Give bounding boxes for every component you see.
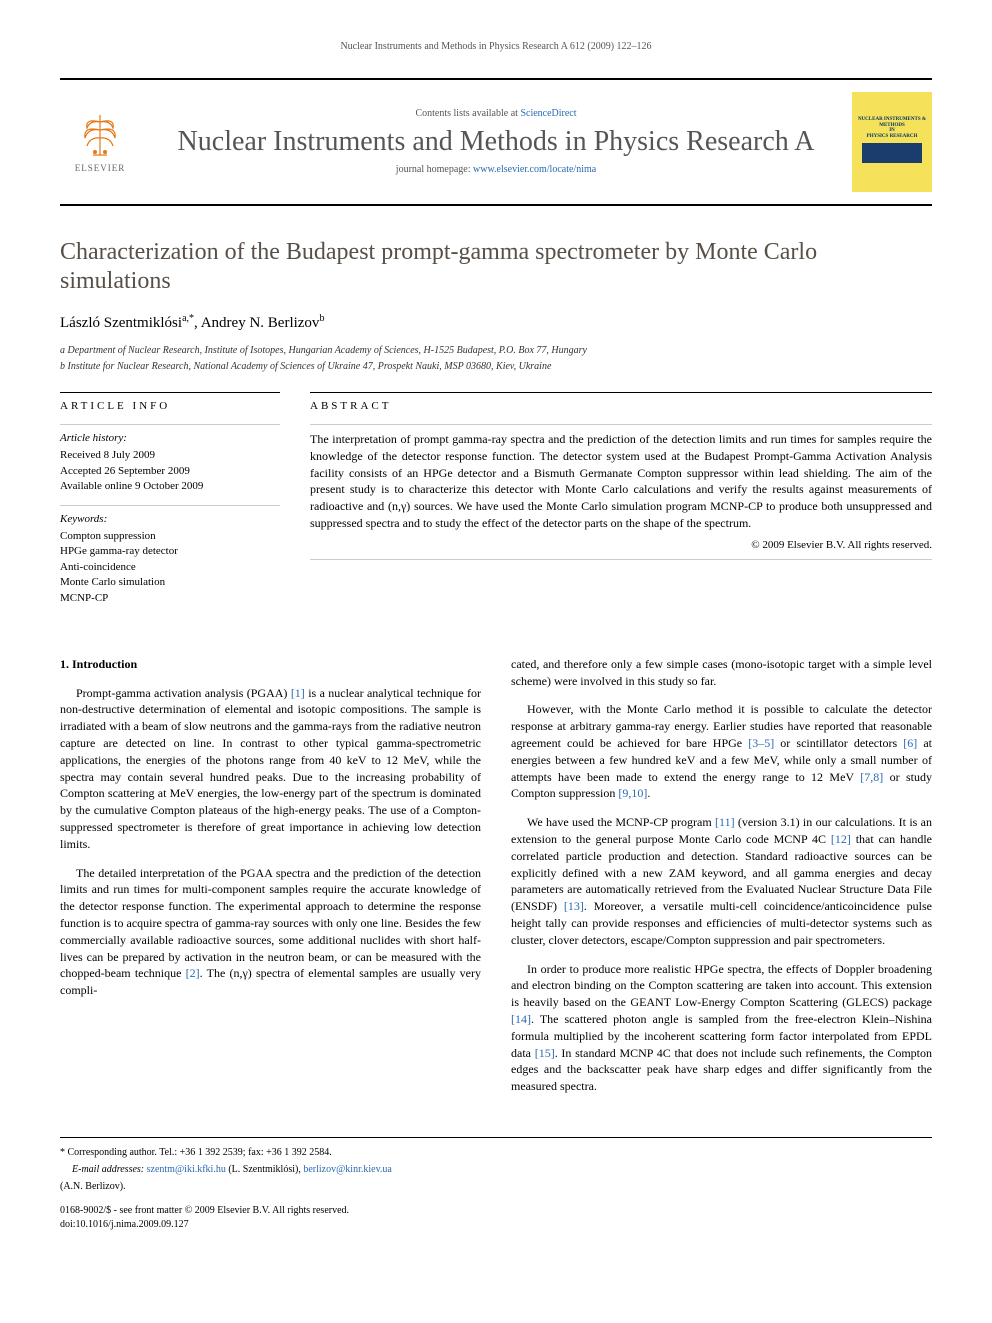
cover-text-3: PHYSICS RESEARCH (867, 134, 918, 140)
affiliation-b: b Institute for Nuclear Research, Nation… (60, 360, 932, 374)
keyword-4: Monte Carlo simulation (60, 575, 280, 590)
online-line: Available online 9 October 2009 (60, 479, 280, 494)
ref-link[interactable]: [9,10] (618, 786, 647, 800)
body-col-right: cated, and therefore only a few simple c… (511, 656, 932, 1107)
abstract-header: ABSTRACT (310, 392, 932, 414)
article-info-header: ARTICLE INFO (60, 392, 280, 414)
elsevier-label: ELSEVIER (75, 162, 126, 175)
email-2-who: (A.N. Berlizov). (60, 1180, 481, 1194)
para-3: cated, and therefore only a few simple c… (511, 656, 932, 690)
ref-link[interactable]: [13] (564, 899, 584, 913)
abstract-copyright: © 2009 Elsevier B.V. All rights reserved… (310, 538, 932, 560)
email-1-who: (L. Szentmiklósi), (226, 1164, 304, 1175)
journal-name: Nuclear Instruments and Methods in Physi… (150, 127, 842, 158)
abstract-col: ABSTRACT The interpretation of prompt ga… (310, 392, 932, 616)
doi-line: doi:10.1016/j.nima.2009.09.127 (60, 1218, 481, 1232)
authors-line: László Szentmiklósia,*, Andrey N. Berliz… (60, 312, 932, 334)
history-title: Article history: (60, 431, 280, 446)
corresponding-author-line: * Corresponding author. Tel.: +36 1 392 … (60, 1146, 481, 1160)
para-4: However, with the Monte Carlo method it … (511, 701, 932, 802)
homepage-prefix: journal homepage: (396, 164, 473, 175)
homepage-link[interactable]: www.elsevier.com/locate/nima (473, 164, 596, 175)
journal-cover-thumb: NUCLEAR INSTRUMENTS & METHODS IN PHYSICS… (852, 92, 932, 192)
info-abstract-row: ARTICLE INFO Article history: Received 8… (60, 392, 932, 616)
email-2[interactable]: berlizov@kinr.kiev.ua (303, 1164, 392, 1175)
sciencedirect-link[interactable]: ScienceDirect (520, 108, 576, 119)
author-sep: , (194, 315, 201, 331)
abstract-text: The interpretation of prompt gamma-ray s… (310, 424, 932, 532)
section-1-heading: 1. Introduction (60, 656, 481, 673)
ref-link[interactable]: [14] (511, 1012, 531, 1026)
para-6: In order to produce more realistic HPGe … (511, 961, 932, 1095)
ref-link[interactable]: [11] (715, 815, 735, 829)
running-head: Nuclear Instruments and Methods in Physi… (60, 40, 932, 54)
ref-link[interactable]: [15] (535, 1046, 555, 1060)
keyword-5: MCNP-CP (60, 591, 280, 606)
ref-link[interactable]: [7,8] (860, 770, 883, 784)
masthead-center: Contents lists available at ScienceDirec… (140, 103, 852, 182)
keyword-1: Compton suppression (60, 529, 280, 544)
received-line: Received 8 July 2009 (60, 448, 280, 463)
cover-text-1: NUCLEAR INSTRUMENTS & METHODS (856, 117, 928, 128)
email-prefix: E-mail addresses: (72, 1164, 147, 1175)
homepage-line: journal homepage: www.elsevier.com/locat… (150, 163, 842, 177)
cover-bar (862, 143, 922, 163)
keyword-3: Anti-coincidence (60, 560, 280, 575)
article-info-col: ARTICLE INFO Article history: Received 8… (60, 392, 280, 616)
para-5: We have used the MCNP-CP program [11] (v… (511, 814, 932, 948)
contents-prefix: Contents lists available at (415, 108, 520, 119)
elsevier-tree-icon (75, 110, 125, 160)
article-history-section: Article history: Received 8 July 2009 Ac… (60, 424, 280, 495)
keywords-section: Keywords: Compton suppression HPGe gamma… (60, 505, 280, 606)
ref-link[interactable]: [2] (186, 966, 200, 980)
para-2: The detailed interpretation of the PGAA … (60, 865, 481, 999)
affiliation-a: a Department of Nuclear Research, Instit… (60, 344, 932, 358)
author-1-sup: a,* (182, 313, 194, 324)
ref-link[interactable]: [1] (291, 686, 305, 700)
article-title: Characterization of the Budapest prompt-… (60, 238, 932, 296)
body-columns: 1. Introduction Prompt-gamma activation … (60, 656, 932, 1107)
affiliations: a Department of Nuclear Research, Instit… (60, 344, 932, 374)
footer-left: * Corresponding author. Tel.: +36 1 392 … (60, 1146, 481, 1232)
footer-right-spacer (511, 1146, 932, 1232)
para-1: Prompt-gamma activation analysis (PGAA) … (60, 685, 481, 853)
ref-link[interactable]: [6] (903, 736, 917, 750)
ref-link[interactable]: [3–5] (748, 736, 774, 750)
accepted-line: Accepted 26 September 2009 (60, 464, 280, 479)
email-line: E-mail addresses: szentm@iki.kfki.hu (L.… (60, 1163, 481, 1177)
issn-line: 0168-9002/$ - see front matter © 2009 El… (60, 1204, 481, 1218)
masthead: ELSEVIER Contents lists available at Sci… (60, 78, 932, 206)
author-2: Andrey N. Berlizov (201, 315, 320, 331)
contents-lists-line: Contents lists available at ScienceDirec… (150, 107, 842, 121)
keywords-title: Keywords: (60, 512, 280, 527)
keyword-2: HPGe gamma-ray detector (60, 544, 280, 559)
footer-bottom: 0168-9002/$ - see front matter © 2009 El… (60, 1204, 481, 1232)
email-1[interactable]: szentm@iki.kfki.hu (147, 1164, 226, 1175)
publisher-logo-block: ELSEVIER (60, 102, 140, 183)
body-col-left: 1. Introduction Prompt-gamma activation … (60, 656, 481, 1107)
ref-link[interactable]: [12] (831, 832, 851, 846)
author-2-sup: b (319, 313, 324, 324)
author-1: László Szentmiklósi (60, 315, 182, 331)
footer-block: * Corresponding author. Tel.: +36 1 392 … (60, 1137, 932, 1232)
